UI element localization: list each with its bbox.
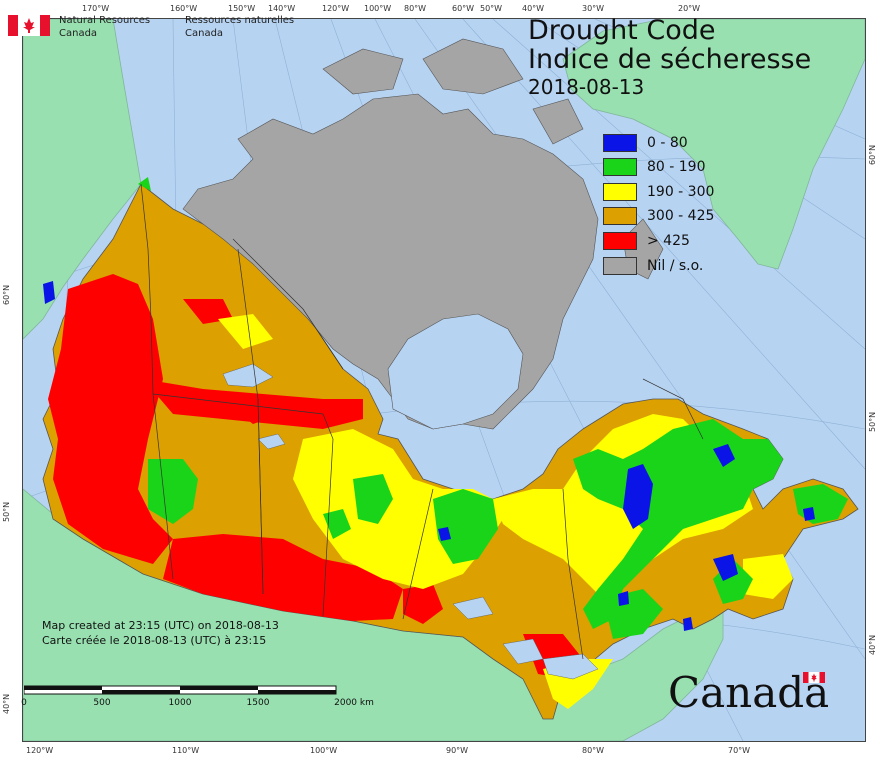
scale-bar-graphic bbox=[24, 685, 337, 695]
scale-label: 2000 km bbox=[334, 698, 374, 708]
lakes bbox=[222, 363, 599, 680]
arctic-island bbox=[422, 38, 524, 95]
legend-swatch bbox=[603, 232, 637, 250]
legend-entry: > 425 bbox=[603, 231, 803, 251]
scale-label: 1500 bbox=[246, 698, 270, 708]
right-tick-label: 40°N bbox=[868, 634, 877, 655]
top-tick-label: 20°W bbox=[678, 4, 701, 13]
legend-entry: 190 - 300 bbox=[603, 182, 803, 202]
provincial-boundaries bbox=[140, 183, 704, 660]
class-gt425-regions bbox=[48, 274, 583, 679]
legend-swatch bbox=[603, 134, 637, 152]
credit-english: Map created at 23:15 (UTC) on 2018-08-13 bbox=[42, 619, 279, 632]
map-date: 2018-08-13 bbox=[528, 75, 645, 99]
class-80-190-regions bbox=[138, 177, 848, 639]
left-tick-label: 40°N bbox=[2, 693, 11, 714]
left-tick-label: 60°N bbox=[2, 284, 11, 305]
legend-entry: 80 - 190 bbox=[603, 157, 803, 177]
right-tick-label: 60°N bbox=[868, 144, 877, 165]
bottom-tick-label: 120°W bbox=[26, 746, 54, 755]
left-tick-label: 50°N bbox=[2, 501, 11, 522]
top-tick-label: 150°W bbox=[228, 4, 256, 13]
agency-en-line1: Natural Resources bbox=[59, 15, 151, 26]
class-0-80-regions bbox=[43, 281, 815, 631]
scale-label: 0 bbox=[21, 698, 27, 708]
top-tick-label: 60°W bbox=[452, 4, 475, 13]
scale-label: 500 bbox=[93, 698, 111, 708]
top-tick-label: 40°W bbox=[522, 4, 545, 13]
agency-en-line2: Canada bbox=[59, 28, 98, 39]
legend-label: 80 - 190 bbox=[647, 159, 706, 175]
top-tick-label: 170°W bbox=[82, 4, 110, 13]
bottom-tick-label: 100°W bbox=[310, 746, 338, 755]
top-tick-label: 30°W bbox=[582, 4, 605, 13]
canada-wordmark: Canada bbox=[668, 670, 836, 716]
bottom-tick-label: 70°W bbox=[728, 746, 751, 755]
credit-french: Carte créée le 2018-08-13 (UTC) à 23:15 bbox=[42, 634, 267, 647]
scale-label: 1000 bbox=[168, 698, 192, 708]
legend-entry: Nil / s.o. bbox=[603, 256, 803, 276]
arctic-island bbox=[532, 98, 584, 145]
top-tick-label: 160°W bbox=[170, 4, 198, 13]
alaska-shape bbox=[23, 19, 142, 340]
map-canvas bbox=[22, 18, 866, 742]
legend-label: > 425 bbox=[647, 233, 690, 249]
bottom-tick-label: 110°W bbox=[172, 746, 200, 755]
hudson-bay bbox=[387, 313, 524, 430]
title-english: Drought Code bbox=[528, 15, 716, 46]
bottom-tick-label: 80°W bbox=[582, 746, 605, 755]
canada-flag-icon bbox=[8, 15, 50, 36]
wordmark-text: Canada bbox=[668, 668, 830, 717]
top-tick-label: 50°W bbox=[480, 4, 503, 13]
legend-swatch bbox=[603, 257, 637, 275]
top-tick-label: 120°W bbox=[322, 4, 350, 13]
legend-swatch bbox=[603, 183, 637, 201]
arctic-island bbox=[322, 48, 404, 95]
legend-label: 0 - 80 bbox=[647, 135, 688, 151]
map-credits: Map created at 23:15 (UTC) on 2018-08-13… bbox=[42, 618, 279, 648]
top-tick-label: 140°W bbox=[268, 4, 296, 13]
title-french: Indice de sécheresse bbox=[528, 44, 812, 75]
legend-swatch bbox=[603, 207, 637, 225]
greenland-shape bbox=[562, 19, 865, 270]
agency-fr-line1: Ressources naturelles bbox=[185, 15, 295, 26]
legend-label: 300 - 425 bbox=[647, 208, 715, 224]
map-svg bbox=[23, 19, 865, 741]
legend-label: Nil / s.o. bbox=[647, 258, 704, 274]
map-title: Drought Code Indice de sécheresse 2018-0… bbox=[528, 16, 811, 100]
top-tick-label: 80°W bbox=[404, 4, 427, 13]
legend-entry: 300 - 425 bbox=[603, 206, 803, 226]
legend-swatch bbox=[603, 158, 637, 176]
top-tick-label: 100°W bbox=[364, 4, 392, 13]
legend-entry: 0 - 80 bbox=[603, 133, 803, 153]
wordmark-flag-icon bbox=[803, 672, 825, 683]
bottom-tick-label: 90°W bbox=[446, 746, 469, 755]
agency-fr-line2: Canada bbox=[185, 28, 224, 39]
legend-label: 190 - 300 bbox=[647, 184, 715, 200]
right-tick-label: 50°N bbox=[868, 411, 877, 432]
